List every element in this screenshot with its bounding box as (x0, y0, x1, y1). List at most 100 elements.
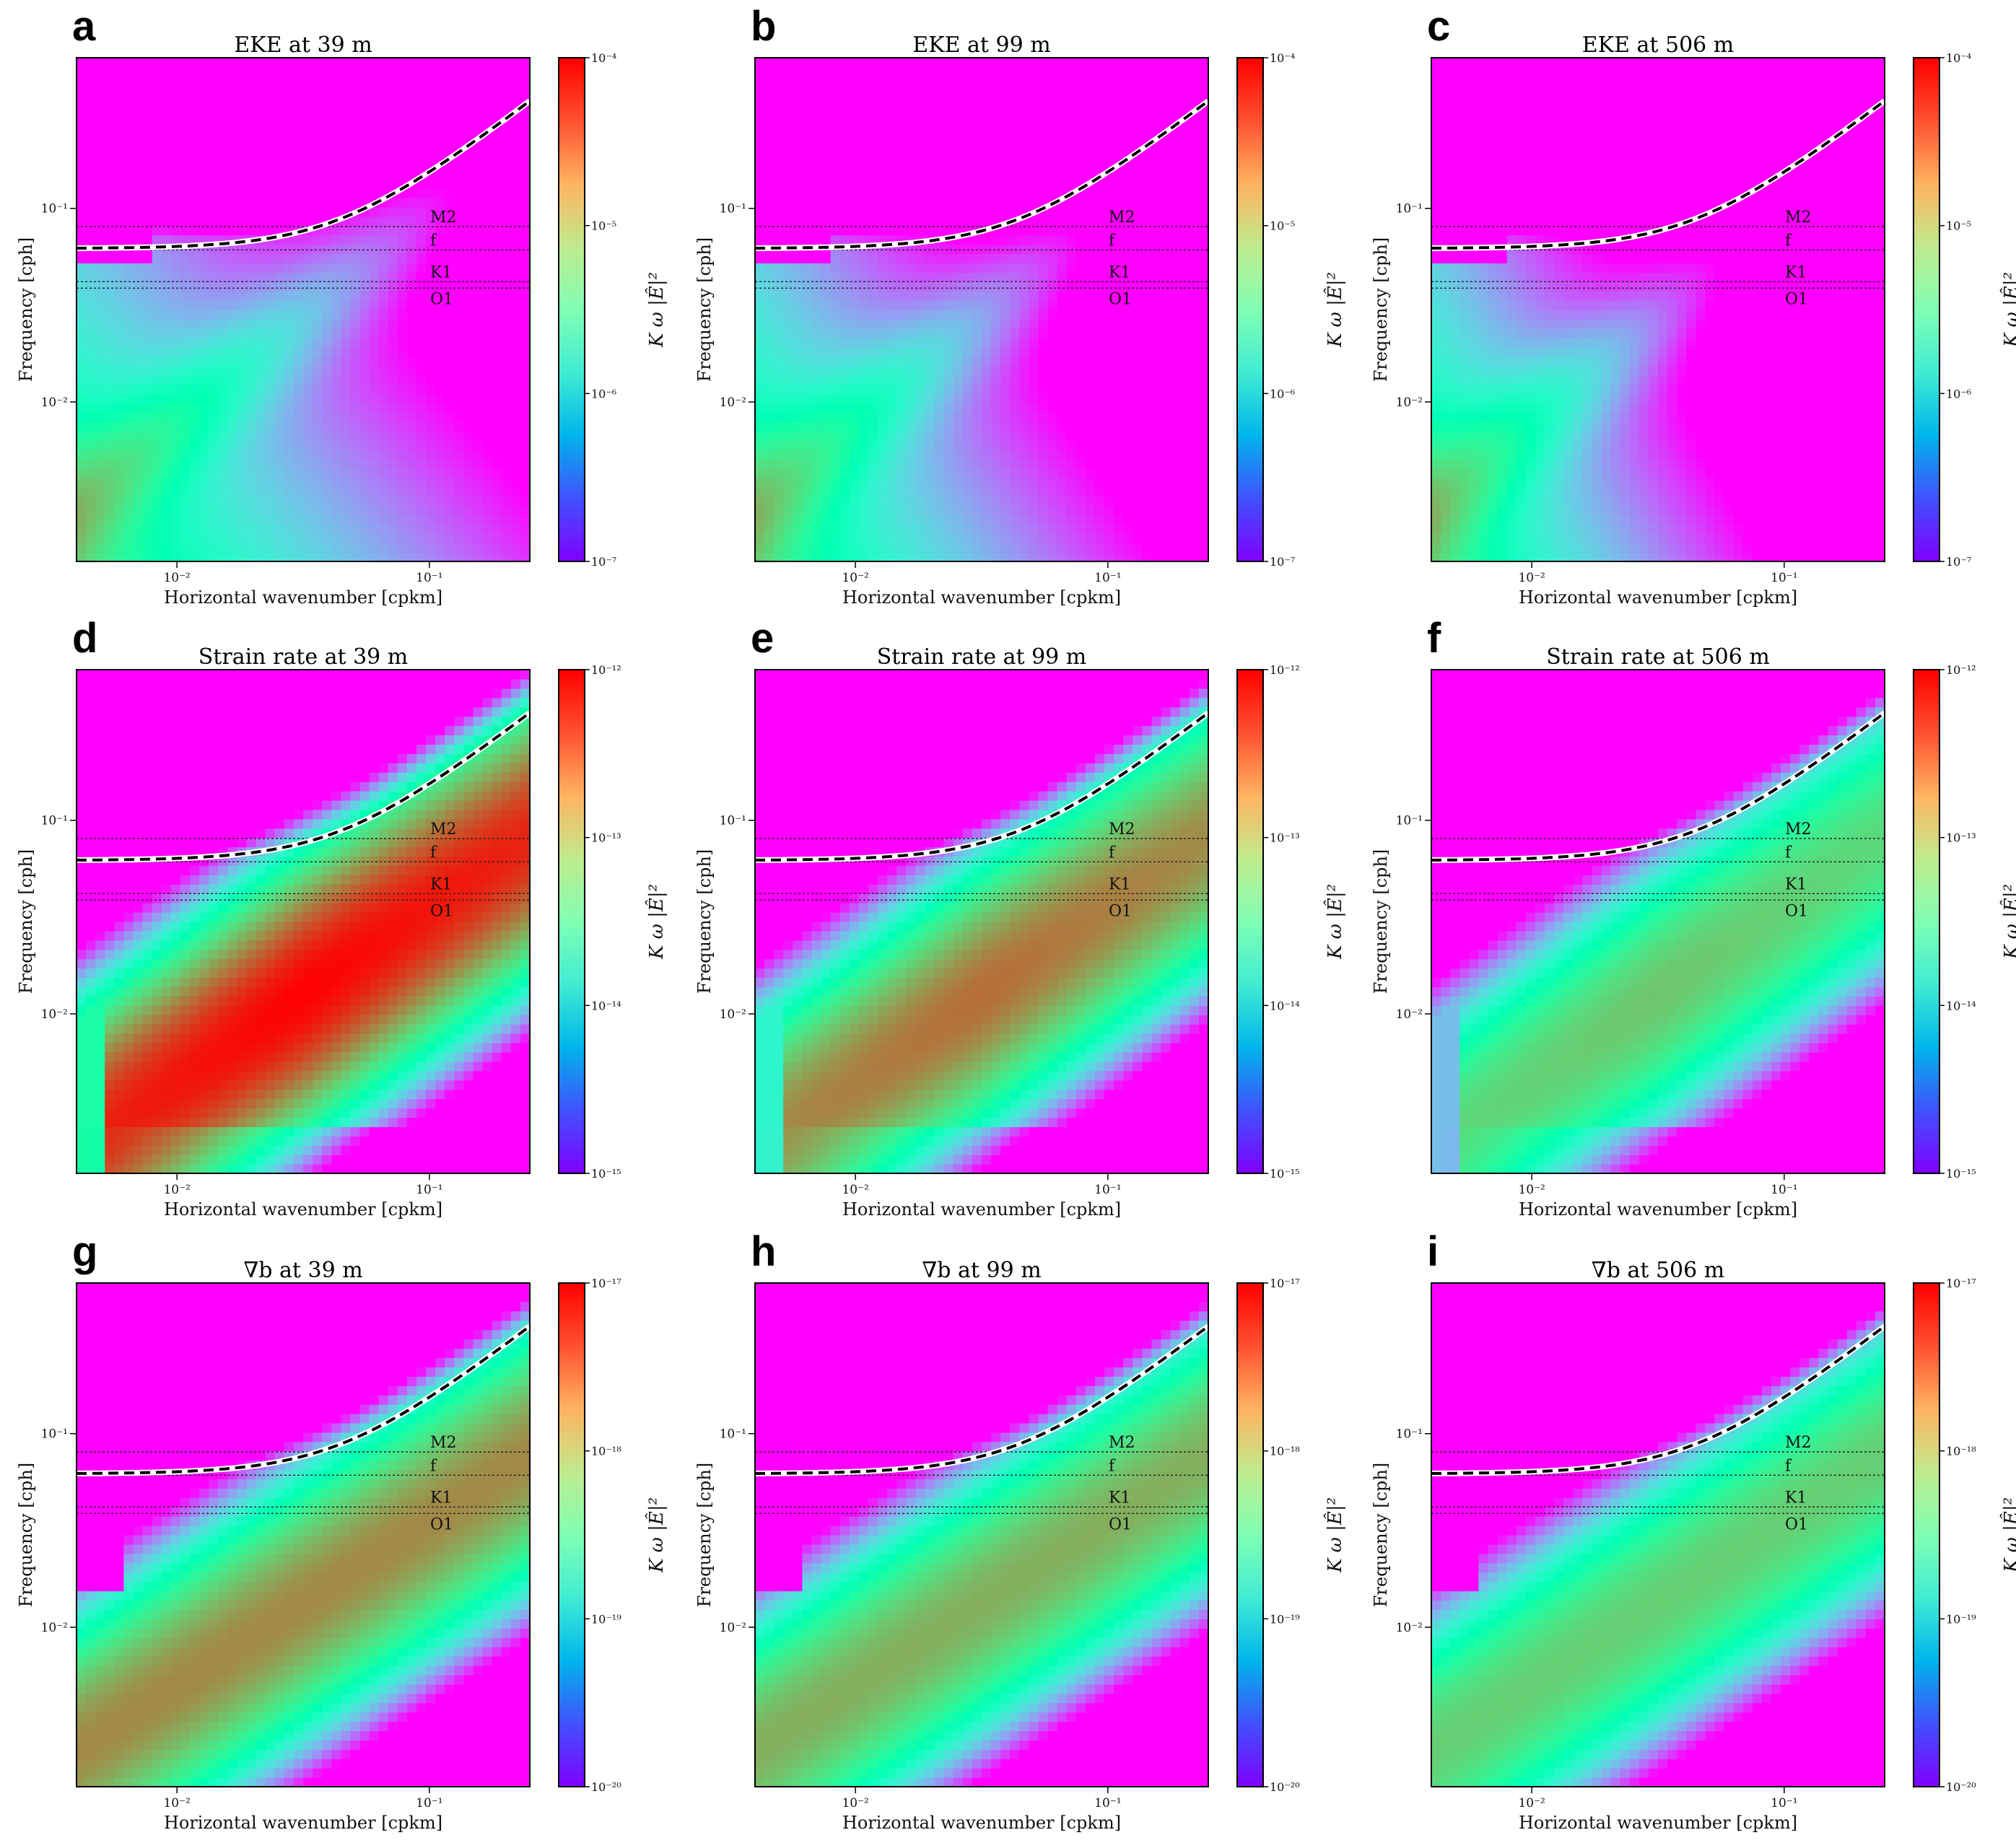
heatmap-cell (86, 328, 96, 338)
heatmap-cell (492, 403, 502, 413)
heatmap-cell (878, 123, 888, 133)
heatmap-cell (830, 393, 841, 403)
heatmap-cell (1047, 225, 1058, 236)
heatmap-cell (397, 244, 408, 255)
heatmap-cell (190, 431, 200, 441)
heatmap-cell (416, 225, 427, 236)
heatmap-cell (199, 431, 209, 441)
heatmap-cell (1038, 58, 1049, 68)
heatmap-cell (934, 281, 945, 292)
heatmap-cell (161, 365, 172, 376)
heatmap-cell (1133, 58, 1143, 68)
heatmap-cell (397, 346, 408, 357)
heatmap-cell (265, 76, 276, 87)
heatmap-cell (510, 244, 521, 255)
heatmap-cell (378, 95, 389, 105)
heatmap-cell (369, 263, 380, 273)
heatmap-cell (830, 515, 841, 525)
heatmap-cell (482, 421, 493, 432)
heatmap-cell (858, 225, 869, 236)
heatmap-cell (962, 449, 973, 460)
heatmap-cell (369, 95, 380, 105)
heatmap-cell (303, 412, 313, 422)
heatmap-cell (943, 384, 954, 394)
heatmap-cell (95, 216, 105, 227)
heatmap-cell (915, 524, 926, 534)
heatmap-cell (821, 318, 832, 329)
heatmap-cell (943, 496, 954, 507)
heatmap-cell (510, 281, 521, 292)
heatmap-cell (293, 318, 304, 329)
heatmap-cell (218, 151, 228, 161)
heatmap-cell (133, 515, 144, 525)
heatmap-cell (237, 496, 248, 507)
heatmap-cell (1047, 85, 1058, 96)
heatmap-cell (180, 170, 191, 180)
heatmap-cell (1038, 300, 1049, 310)
heatmap-cell (303, 76, 313, 87)
heatmap-cell (350, 225, 361, 236)
heatmap-cell (793, 123, 803, 133)
heatmap-cell (322, 170, 332, 180)
heatmap-cell (416, 496, 427, 507)
heatmap-cell (858, 439, 869, 450)
heatmap-cell (378, 543, 389, 553)
heatmap-cell (878, 225, 888, 236)
heatmap-cell (256, 206, 266, 217)
heatmap-cell (501, 365, 512, 376)
heatmap-cell (868, 104, 878, 115)
heatmap-cell (397, 375, 408, 385)
heatmap-cell (95, 151, 105, 161)
heatmap-cell (482, 104, 493, 115)
heatmap-cell (1075, 515, 1086, 525)
heatmap-cell (839, 384, 850, 394)
heatmap-cell (123, 197, 134, 208)
heatmap-cell (962, 477, 973, 488)
heatmap-cell (454, 412, 465, 422)
heatmap-cell (878, 412, 888, 422)
heatmap-cell (764, 58, 774, 68)
heatmap-cell (934, 253, 945, 263)
heatmap-cell (209, 58, 219, 68)
heatmap-cell (1161, 356, 1171, 367)
heatmap-cell (152, 318, 162, 329)
heatmap-cell (793, 375, 803, 385)
heatmap-cell (190, 123, 200, 133)
heatmap-cell (416, 197, 427, 208)
heatmap-cell (293, 468, 304, 478)
heatmap-cell (839, 421, 850, 432)
heatmap-cell (520, 151, 531, 161)
heatmap-cell (246, 439, 257, 450)
heatmap-cell (237, 113, 248, 124)
heatmap-cell (1114, 505, 1124, 515)
heatmap-cell (95, 552, 105, 562)
heatmap-cell (510, 272, 521, 282)
heatmap-cell (426, 328, 436, 338)
heatmap-cell (1161, 170, 1171, 180)
heatmap-cell (256, 253, 266, 263)
heatmap-cell (482, 281, 493, 292)
heatmap-cell (1104, 486, 1114, 497)
heatmap-cell (313, 346, 323, 357)
heatmap-cell (303, 384, 313, 394)
heatmap-cell (925, 263, 935, 273)
heatmap-cell (943, 515, 954, 525)
heatmap-cell (858, 58, 869, 68)
heatmap-cell (350, 291, 361, 301)
heatmap-cell (1161, 291, 1171, 301)
heatmap-cell (350, 216, 361, 227)
heatmap-cell (359, 263, 370, 273)
heatmap-cell (293, 496, 304, 507)
heatmap-cell (482, 468, 493, 478)
heatmap-cell (764, 543, 774, 553)
heatmap-cell (962, 170, 973, 180)
heatmap-cell (1142, 95, 1153, 105)
heatmap-cell (190, 524, 200, 534)
heatmap-cell (811, 95, 822, 105)
heatmap-cell (435, 206, 445, 217)
heatmap-cell (887, 58, 897, 68)
heatmap-cell (982, 477, 992, 488)
heatmap-cell (915, 468, 926, 478)
heatmap-cell (982, 356, 992, 367)
heatmap-cell (1123, 300, 1133, 310)
